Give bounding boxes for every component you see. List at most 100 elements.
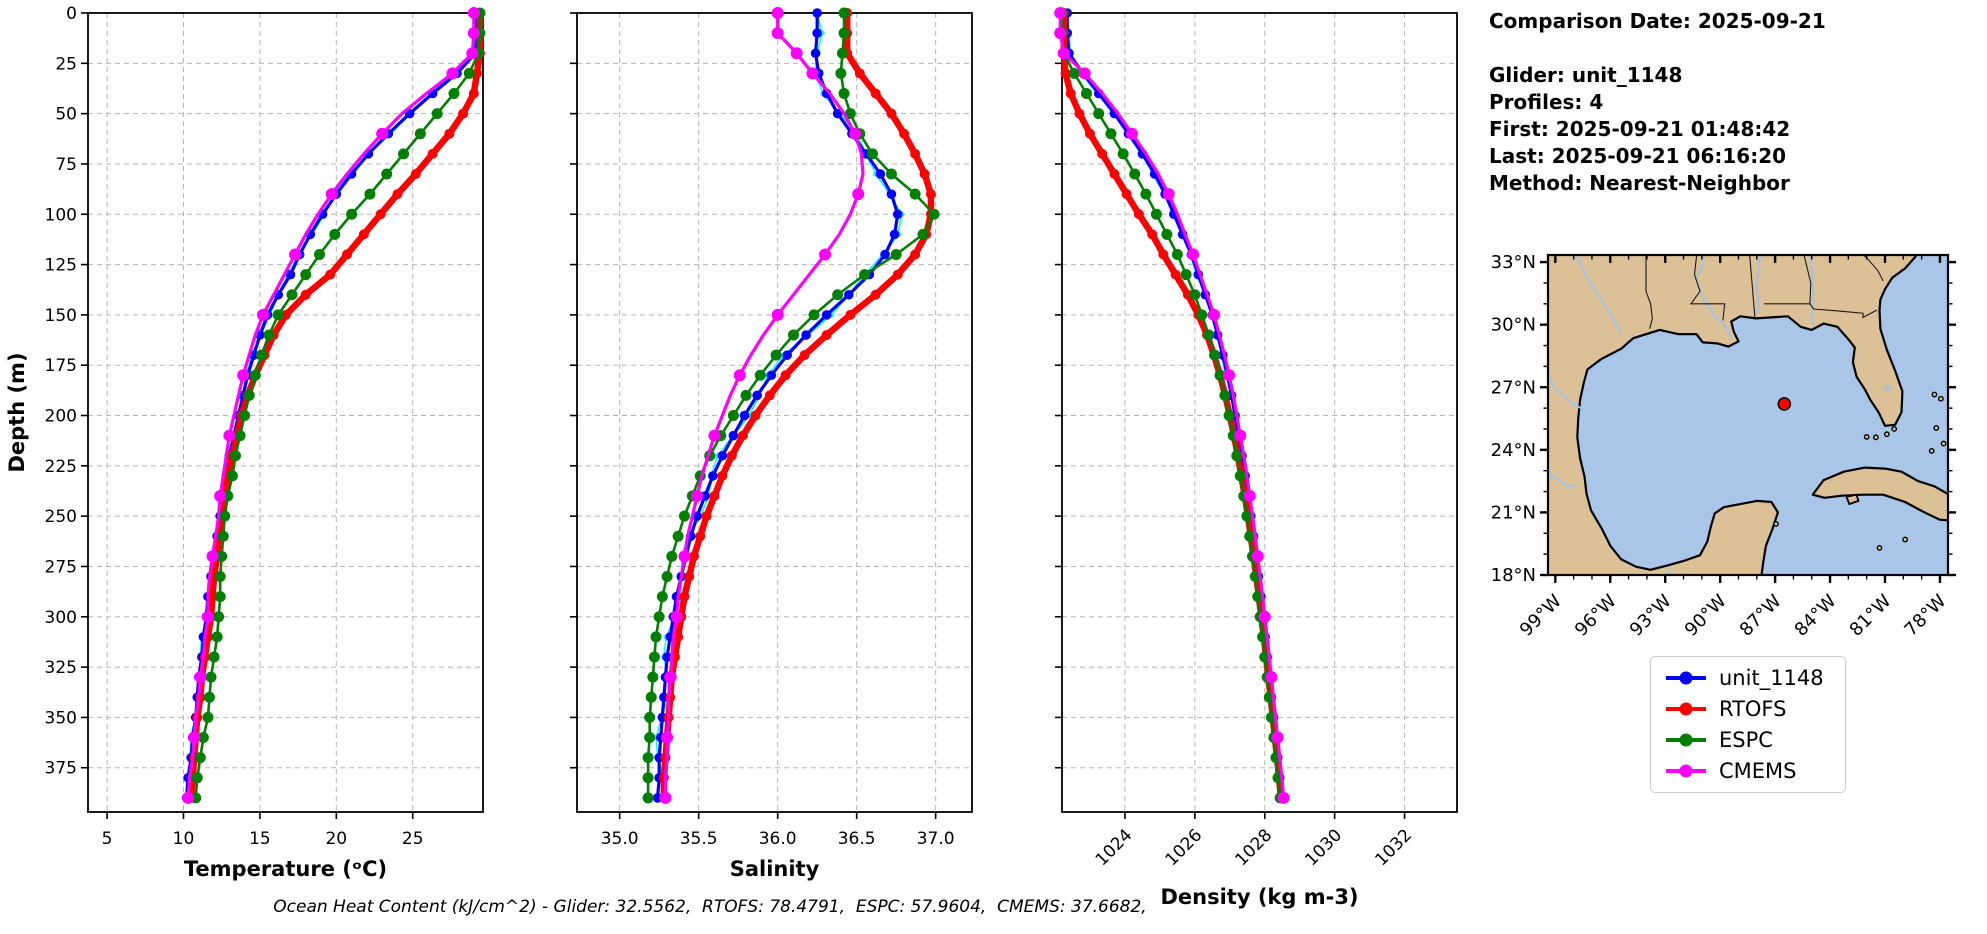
svg-text:1028: 1028	[1232, 825, 1277, 870]
svg-text:0: 0	[66, 4, 77, 24]
svg-text:225: 225	[45, 457, 77, 477]
svg-text:87°W: 87°W	[1736, 591, 1786, 641]
svg-text:27°N: 27°N	[1491, 377, 1536, 398]
y-axis	[1055, 12, 1062, 769]
map-cuba	[1811, 466, 1948, 522]
x-axis-label: Temperature (ᵒC)	[184, 857, 387, 881]
x-axis-label: Salinity	[730, 857, 820, 881]
x-axis: 1024 1026 1028 1030 1032	[1092, 812, 1416, 870]
map-isle-of-youth	[1845, 493, 1860, 506]
axes-spines	[1061, 12, 1458, 813]
svg-text:100: 100	[45, 205, 77, 225]
info-first-time: First: 2025-09-21 01:48:42	[1489, 117, 1791, 141]
series-CMEMS	[182, 7, 480, 804]
grid	[577, 12, 972, 812]
svg-text:1024: 1024	[1092, 825, 1137, 870]
map-small-islands	[1773, 391, 1947, 551]
legend-marker-unit_1148	[1666, 671, 1706, 685]
legend-marker-RTOFS	[1666, 702, 1706, 716]
svg-text:81°W: 81°W	[1846, 591, 1896, 641]
info-spacer	[1489, 35, 1984, 62]
legend-label: CMEMS	[1719, 759, 1797, 783]
legend-item-RTOFS: RTOFS	[1663, 697, 1833, 721]
density-profile-panel: 1024 1026 1028 1030 1032 Density (kg m-3)	[1054, 7, 1458, 909]
svg-text:325: 325	[45, 658, 77, 678]
legend-marker-CMEMS	[1666, 764, 1706, 778]
legend-label: ESPC	[1719, 728, 1773, 752]
map-state-borders	[1645, 255, 1884, 329]
series-RTOFS	[186, 8, 485, 803]
svg-text:150: 150	[45, 306, 77, 326]
y-axis-label: Depth (m)	[5, 352, 29, 472]
svg-text:275: 275	[45, 557, 77, 577]
glider-raw-profiles-trace	[185, 10, 482, 801]
glider-raw-profiles-trace	[1064, 10, 1286, 801]
svg-text:78°W: 78°W	[1900, 591, 1950, 641]
axes-spines	[576, 12, 973, 813]
info-method: Method: Nearest-Neighbor	[1489, 171, 1790, 195]
legend-label: unit_1148	[1719, 666, 1824, 690]
axes-spines	[87, 12, 484, 813]
svg-text:300: 300	[45, 608, 77, 628]
svg-text:84°W: 84°W	[1791, 591, 1841, 641]
svg-text:200: 200	[45, 407, 77, 427]
legend-item-unit_1148: unit_1148	[1663, 666, 1833, 690]
svg-text:15: 15	[249, 829, 271, 849]
series-ESPC	[642, 7, 940, 804]
series-unit_1148	[1062, 8, 1287, 803]
svg-text:25: 25	[55, 54, 77, 74]
svg-text:21°N: 21°N	[1491, 502, 1536, 523]
svg-text:96°W: 96°W	[1571, 591, 1621, 641]
svg-text:37.0: 37.0	[917, 829, 955, 849]
ocean-heat-content-footer: Ocean Heat Content (kJ/cm^2) - Glider: 3…	[273, 897, 1147, 917]
svg-text:93°W: 93°W	[1626, 591, 1676, 641]
svg-text:350: 350	[45, 708, 77, 728]
svg-text:250: 250	[45, 507, 77, 527]
x-axis: 5 10 15 20 25	[102, 812, 424, 849]
y-axis	[570, 12, 577, 769]
svg-text:36.0: 36.0	[759, 829, 797, 849]
svg-text:5: 5	[102, 829, 113, 849]
map-mainland	[1548, 255, 1918, 575]
svg-text:10: 10	[173, 829, 195, 849]
legend-item-ESPC: ESPC	[1663, 728, 1833, 752]
legend-box: unit_1148 RTOFS ESPC CMEMS	[1650, 656, 1846, 793]
svg-text:1026: 1026	[1162, 825, 1207, 870]
legend-marker-ESPC	[1666, 733, 1706, 747]
svg-text:99°W: 99°W	[1516, 591, 1566, 641]
svg-text:24°N: 24°N	[1491, 440, 1536, 461]
svg-text:35.5: 35.5	[680, 829, 718, 849]
svg-text:50: 50	[55, 105, 77, 125]
info-last-time: Last: 2025-09-21 06:16:20	[1489, 144, 1787, 168]
svg-text:125: 125	[45, 256, 77, 276]
series-ESPC	[190, 7, 486, 804]
svg-text:175: 175	[45, 356, 77, 376]
map-ticks	[1540, 255, 1956, 583]
legend-label: RTOFS	[1719, 697, 1787, 721]
series-unit_1148	[181, 8, 482, 803]
svg-text:1030: 1030	[1301, 825, 1346, 870]
gulf-of-mexico-map: 33°N 30°N 27°N 24°N 21°N 18°N 99°W 96°W 93°W 90°W…	[1491, 252, 1956, 641]
x-axis: 35.0 35.5 36.0 36.5 37.0	[601, 812, 955, 849]
svg-text:35.0: 35.0	[601, 829, 639, 849]
glider-raw-profiles-trace	[653, 10, 905, 801]
series-CMEMS	[1054, 7, 1290, 804]
svg-text:30°N: 30°N	[1491, 315, 1536, 336]
grid	[88, 12, 483, 812]
y-axis: 0 25 50 75 100 125 150 175 200 225 250 275 300 325 350…	[45, 4, 88, 779]
svg-text:75: 75	[55, 155, 77, 175]
svg-text:1032: 1032	[1371, 825, 1416, 870]
comparison-info-block: Comparison Date: 2025-09-21 Glider: unit…	[1489, 8, 1984, 197]
series-ESPC	[1056, 7, 1286, 804]
salinity-profile-panel: 35.0 35.5 36.0 36.5 37.0 Salinity	[570, 7, 973, 881]
series-RTOFS	[1058, 8, 1286, 803]
svg-text:25: 25	[402, 829, 424, 849]
grid	[1062, 12, 1457, 812]
map-lake-okeechobee	[1883, 384, 1892, 392]
map-land	[1548, 255, 1948, 575]
info-profiles: Profiles: 4	[1489, 90, 1604, 114]
x-axis-label: Density (kg m-3)	[1160, 885, 1358, 909]
series-CMEMS	[659, 7, 865, 804]
series-RTOFS	[658, 8, 936, 803]
